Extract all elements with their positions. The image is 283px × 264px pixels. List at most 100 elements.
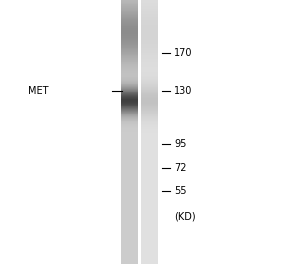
FancyBboxPatch shape xyxy=(121,131,138,132)
FancyBboxPatch shape xyxy=(141,49,158,50)
FancyBboxPatch shape xyxy=(121,113,138,114)
FancyBboxPatch shape xyxy=(121,239,138,240)
FancyBboxPatch shape xyxy=(121,54,138,55)
FancyBboxPatch shape xyxy=(141,238,158,239)
FancyBboxPatch shape xyxy=(121,174,138,175)
FancyBboxPatch shape xyxy=(121,4,138,5)
FancyBboxPatch shape xyxy=(141,161,158,162)
FancyBboxPatch shape xyxy=(141,149,158,150)
FancyBboxPatch shape xyxy=(121,176,138,177)
FancyBboxPatch shape xyxy=(141,16,158,17)
FancyBboxPatch shape xyxy=(121,27,138,28)
FancyBboxPatch shape xyxy=(121,206,138,207)
FancyBboxPatch shape xyxy=(141,175,158,176)
FancyBboxPatch shape xyxy=(141,243,158,244)
FancyBboxPatch shape xyxy=(121,120,138,121)
FancyBboxPatch shape xyxy=(121,177,138,178)
FancyBboxPatch shape xyxy=(141,75,158,76)
FancyBboxPatch shape xyxy=(121,108,138,109)
FancyBboxPatch shape xyxy=(121,168,138,169)
FancyBboxPatch shape xyxy=(141,226,158,227)
FancyBboxPatch shape xyxy=(121,144,138,145)
FancyBboxPatch shape xyxy=(141,81,158,82)
FancyBboxPatch shape xyxy=(141,138,158,139)
FancyBboxPatch shape xyxy=(141,106,158,107)
FancyBboxPatch shape xyxy=(121,40,138,41)
FancyBboxPatch shape xyxy=(121,186,138,187)
FancyBboxPatch shape xyxy=(121,181,138,182)
FancyBboxPatch shape xyxy=(141,80,158,81)
FancyBboxPatch shape xyxy=(121,26,138,27)
FancyBboxPatch shape xyxy=(141,209,158,210)
FancyBboxPatch shape xyxy=(121,251,138,252)
FancyBboxPatch shape xyxy=(141,83,158,84)
FancyBboxPatch shape xyxy=(121,14,138,15)
FancyBboxPatch shape xyxy=(121,123,138,124)
FancyBboxPatch shape xyxy=(141,59,158,60)
FancyBboxPatch shape xyxy=(141,253,158,254)
FancyBboxPatch shape xyxy=(121,28,138,29)
FancyBboxPatch shape xyxy=(141,32,158,34)
FancyBboxPatch shape xyxy=(141,60,158,61)
FancyBboxPatch shape xyxy=(121,237,138,238)
FancyBboxPatch shape xyxy=(121,179,138,180)
FancyBboxPatch shape xyxy=(121,102,138,103)
FancyBboxPatch shape xyxy=(121,39,138,40)
FancyBboxPatch shape xyxy=(141,188,158,189)
FancyBboxPatch shape xyxy=(141,77,158,78)
FancyBboxPatch shape xyxy=(141,69,158,70)
FancyBboxPatch shape xyxy=(141,21,158,22)
FancyBboxPatch shape xyxy=(121,185,138,186)
FancyBboxPatch shape xyxy=(141,255,158,256)
FancyBboxPatch shape xyxy=(141,2,158,3)
FancyBboxPatch shape xyxy=(121,210,138,211)
FancyBboxPatch shape xyxy=(141,198,158,199)
FancyBboxPatch shape xyxy=(141,132,158,133)
FancyBboxPatch shape xyxy=(121,50,138,51)
FancyBboxPatch shape xyxy=(141,96,158,97)
FancyBboxPatch shape xyxy=(121,207,138,208)
FancyBboxPatch shape xyxy=(141,178,158,179)
FancyBboxPatch shape xyxy=(141,247,158,248)
FancyBboxPatch shape xyxy=(121,64,138,65)
FancyBboxPatch shape xyxy=(121,191,138,192)
FancyBboxPatch shape xyxy=(141,76,158,77)
FancyBboxPatch shape xyxy=(141,217,158,218)
FancyBboxPatch shape xyxy=(141,78,158,79)
FancyBboxPatch shape xyxy=(121,32,138,34)
FancyBboxPatch shape xyxy=(121,242,138,243)
FancyBboxPatch shape xyxy=(141,52,158,53)
FancyBboxPatch shape xyxy=(121,105,138,106)
FancyBboxPatch shape xyxy=(121,9,138,10)
FancyBboxPatch shape xyxy=(121,69,138,70)
FancyBboxPatch shape xyxy=(141,90,158,91)
FancyBboxPatch shape xyxy=(121,116,138,117)
FancyBboxPatch shape xyxy=(141,234,158,235)
FancyBboxPatch shape xyxy=(141,82,158,83)
FancyBboxPatch shape xyxy=(141,51,158,52)
FancyBboxPatch shape xyxy=(121,218,138,219)
FancyBboxPatch shape xyxy=(141,68,158,69)
FancyBboxPatch shape xyxy=(121,139,138,140)
FancyBboxPatch shape xyxy=(121,209,138,210)
FancyBboxPatch shape xyxy=(141,208,158,209)
FancyBboxPatch shape xyxy=(121,150,138,151)
FancyBboxPatch shape xyxy=(121,163,138,164)
FancyBboxPatch shape xyxy=(121,248,138,249)
FancyBboxPatch shape xyxy=(121,115,138,116)
FancyBboxPatch shape xyxy=(141,120,158,121)
FancyBboxPatch shape xyxy=(121,193,138,194)
FancyBboxPatch shape xyxy=(141,84,158,85)
FancyBboxPatch shape xyxy=(121,230,138,232)
FancyBboxPatch shape xyxy=(141,181,158,182)
FancyBboxPatch shape xyxy=(121,46,138,47)
FancyBboxPatch shape xyxy=(121,153,138,154)
FancyBboxPatch shape xyxy=(141,260,158,261)
FancyBboxPatch shape xyxy=(121,124,138,125)
FancyBboxPatch shape xyxy=(141,157,158,158)
FancyBboxPatch shape xyxy=(141,244,158,245)
FancyBboxPatch shape xyxy=(121,252,138,253)
FancyBboxPatch shape xyxy=(121,79,138,80)
FancyBboxPatch shape xyxy=(121,171,138,172)
FancyBboxPatch shape xyxy=(121,184,138,185)
